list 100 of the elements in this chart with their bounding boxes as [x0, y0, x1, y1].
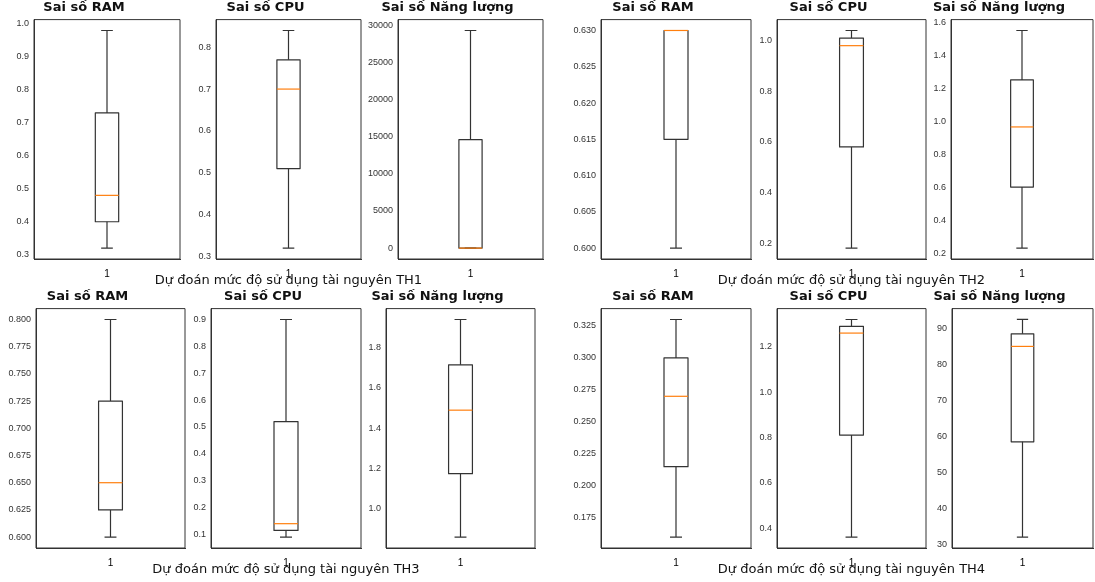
y-tick-label: 0.9	[16, 51, 29, 62]
y-tick-label: 0.5	[193, 421, 206, 432]
chart-title: Sai số RAM	[43, 0, 125, 15]
y-tick-label: 1.8	[368, 342, 381, 353]
y-tick-label: 0.8	[193, 340, 206, 351]
y-tick-label: 1.0	[933, 115, 946, 126]
y-tick-label: 0.7	[16, 117, 29, 128]
x-tick-label: 1	[107, 556, 114, 568]
y-tick-label: 0.700	[8, 422, 31, 433]
y-tick-label: 1.2	[933, 82, 946, 93]
chart-title: Sai số CPU	[789, 0, 868, 15]
x-tick-label: 1	[1019, 556, 1026, 568]
x-tick-label: 1	[673, 267, 680, 279]
y-tick-label: 70	[936, 394, 947, 405]
y-tick-label: 0.625	[8, 504, 31, 515]
y-tick-label: 0.250	[573, 416, 596, 427]
y-tick-label: 0.600	[573, 242, 596, 253]
y-tick-label: 1.0	[368, 503, 381, 514]
y-tick-label: 0.4	[16, 216, 29, 227]
chart-title: Sai số RAM	[612, 0, 694, 15]
y-tick-label: 0.8	[759, 431, 772, 442]
y-tick-label: 0.275	[573, 384, 596, 395]
chart-title: Sai số Năng lượng	[932, 0, 1066, 15]
y-tick-label: 1.6	[933, 16, 946, 27]
y-tick-label: 0.2	[759, 237, 772, 248]
y-tick-label: 60	[936, 430, 947, 441]
y-tick-label: 0.610	[573, 170, 596, 181]
y-tick-label: 0.4	[759, 186, 772, 197]
y-tick-label: 0.3	[198, 250, 211, 261]
chart-title: Sai số RAM	[612, 288, 694, 304]
y-tick-label: 0.6	[16, 150, 29, 161]
y-tick-label: 1.0	[16, 18, 29, 29]
y-tick-label: 0.2	[193, 502, 206, 513]
chart-title: Sai số CPU	[224, 288, 302, 304]
x-tick-label: 1	[673, 556, 680, 568]
y-tick-label: 1.0	[759, 386, 772, 397]
y-tick-label: 0.3	[193, 475, 206, 486]
y-tick-label: 0.9	[193, 313, 206, 324]
chart-title: Sai số CPU	[226, 0, 305, 15]
y-tick-label: 1.2	[368, 463, 381, 474]
y-tick-label: 0.4	[198, 209, 211, 220]
y-tick-label: 50	[936, 466, 947, 477]
y-tick-label: 0.8	[16, 84, 29, 95]
y-tick-label: 1.6	[368, 382, 381, 393]
y-tick-label: 0.175	[573, 512, 596, 523]
y-tick-label: 0.600	[8, 531, 31, 542]
y-tick-label: 0.3	[16, 249, 29, 260]
y-tick-label: 0.6	[759, 136, 772, 147]
y-tick-label: 0.4	[933, 214, 946, 225]
y-tick-label: 0.4	[759, 522, 772, 533]
x-tick-label: 1	[457, 556, 464, 568]
y-tick-label: 0.7	[198, 83, 211, 94]
y-tick-label: 0.6	[198, 125, 211, 136]
y-tick-label: 0.8	[933, 148, 946, 159]
y-tick-label: 15000	[367, 131, 393, 142]
y-tick-label: 0.725	[8, 395, 31, 406]
y-tick-label: 0.605	[573, 206, 596, 217]
y-tick-label: 0.225	[573, 448, 596, 459]
y-tick-label: 40	[936, 502, 947, 513]
y-tick-label: 1.0	[759, 35, 772, 46]
y-tick-label: 0.675	[8, 449, 31, 460]
y-tick-label: 25000	[367, 56, 393, 67]
y-tick-label: 0.1	[193, 528, 206, 539]
y-tick-label: 0.2	[933, 247, 946, 258]
y-tick-label: 0.800	[8, 313, 31, 324]
y-tick-label: 0.6	[759, 477, 772, 488]
y-tick-label: 30	[936, 538, 947, 549]
y-tick-label: 0.7	[193, 367, 206, 378]
y-tick-label: 80	[936, 358, 947, 369]
y-tick-label: 1.4	[368, 422, 381, 433]
y-tick-label: 0.620	[573, 97, 596, 108]
y-tick-label: 0.615	[573, 133, 596, 144]
x-tick-label: 1	[467, 267, 474, 279]
y-tick-label: 90	[936, 322, 947, 333]
y-tick-label: 0.625	[573, 61, 596, 72]
x-tick-label: 1	[1019, 267, 1026, 279]
y-tick-label: 0.6	[193, 394, 206, 405]
y-tick-label: 0.750	[8, 368, 31, 379]
chart-title: Sai số Năng lượng	[933, 288, 1066, 304]
y-tick-label: 0.8	[759, 85, 772, 96]
y-tick-label: 0.630	[573, 24, 596, 35]
y-tick-label: 20000	[367, 94, 393, 105]
y-tick-label: 0.775	[8, 341, 31, 352]
y-tick-label: 1.4	[933, 49, 946, 60]
y-tick-label: 0.325	[573, 320, 596, 331]
y-tick-label: 0.4	[193, 448, 206, 459]
y-tick-label: 0	[387, 242, 393, 253]
y-tick-label: 0.300	[573, 352, 596, 363]
y-tick-label: 5000	[372, 205, 393, 216]
y-tick-label: 0.200	[573, 480, 596, 491]
y-tick-label: 0.8	[198, 41, 211, 52]
y-tick-label: 10000	[367, 168, 393, 179]
chart-title: Sai số Năng lượng	[371, 288, 504, 304]
y-tick-label: 0.5	[198, 167, 211, 178]
chart-title: Sai số RAM	[46, 288, 129, 304]
y-tick-label: 30000	[367, 19, 393, 30]
chart-title: Sai số CPU	[789, 288, 868, 304]
y-tick-label: 0.6	[933, 181, 946, 192]
y-tick-label: 0.650	[8, 477, 31, 488]
chart-title: Sai số Năng lượng	[381, 0, 514, 15]
